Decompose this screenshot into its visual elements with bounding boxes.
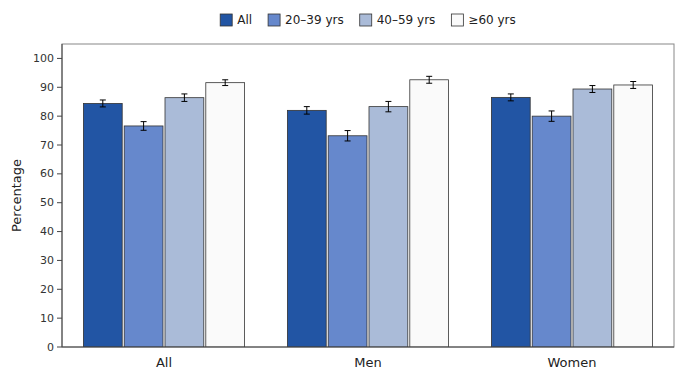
y-tick-label: 70 bbox=[40, 139, 54, 152]
legend: All 20–39 yrs 40–59 yrs ≥60 yrs bbox=[220, 13, 516, 27]
error-bar bbox=[426, 76, 432, 83]
x-tick-label: Women bbox=[548, 355, 597, 370]
bar bbox=[614, 85, 653, 347]
x-tick-label: Men bbox=[354, 355, 381, 370]
chart: 0 10 20 30 40 50 60 70 80 90 100 Percentage All Men Wo… bbox=[0, 0, 688, 383]
y-tick-label: 50 bbox=[40, 196, 54, 209]
error-bar bbox=[508, 94, 514, 101]
bars bbox=[83, 76, 652, 347]
y-tick bbox=[57, 202, 62, 203]
bar bbox=[206, 83, 245, 347]
y-tick-label: 80 bbox=[40, 110, 54, 123]
bar bbox=[328, 136, 367, 347]
y-tick bbox=[57, 318, 62, 319]
legend-item: ≥60 yrs bbox=[451, 13, 515, 27]
y-axis-label: Percentage bbox=[9, 159, 24, 232]
error-bar bbox=[141, 122, 147, 131]
error-bar bbox=[630, 82, 636, 89]
plot-frame bbox=[62, 44, 674, 347]
error-bar bbox=[589, 86, 595, 93]
bar bbox=[124, 126, 163, 347]
bar bbox=[83, 103, 122, 347]
y-tick bbox=[57, 173, 62, 174]
y-tick bbox=[57, 260, 62, 261]
y-axis-line bbox=[62, 44, 63, 347]
legend-label: ≥60 yrs bbox=[468, 13, 515, 27]
y-tick-label: 0 bbox=[47, 341, 54, 354]
y-tick bbox=[57, 347, 62, 348]
legend-label: 20–39 yrs bbox=[285, 13, 344, 27]
bar bbox=[573, 89, 612, 347]
legend-item: 20–39 yrs bbox=[268, 13, 344, 27]
legend-item: 40–59 yrs bbox=[360, 13, 436, 27]
y-tick-label: 100 bbox=[33, 52, 54, 65]
y-tick bbox=[57, 289, 62, 290]
error-bar bbox=[222, 80, 228, 86]
legend-label: 40–59 yrs bbox=[377, 13, 436, 27]
y-tick-label: 90 bbox=[40, 81, 54, 94]
bar bbox=[491, 97, 530, 347]
error-bar bbox=[304, 107, 310, 115]
y-tick bbox=[57, 58, 62, 59]
x-tick-label: All bbox=[156, 355, 172, 370]
y-tick-label: 30 bbox=[40, 254, 54, 267]
bar bbox=[369, 107, 408, 347]
legend-swatch bbox=[451, 14, 463, 26]
bar bbox=[165, 98, 204, 347]
error-bar bbox=[345, 131, 351, 141]
legend-swatch bbox=[268, 14, 280, 26]
legend-item: All bbox=[220, 13, 252, 27]
legend-label: All bbox=[237, 13, 252, 27]
error-bar bbox=[385, 101, 391, 111]
x-axis-line bbox=[62, 347, 674, 348]
y-tick-label: 60 bbox=[40, 167, 54, 180]
y-tick bbox=[57, 145, 62, 146]
bar bbox=[532, 116, 571, 347]
y-tick-label: 10 bbox=[40, 312, 54, 325]
y-tick bbox=[57, 231, 62, 232]
legend-swatch bbox=[220, 14, 232, 26]
legend-swatch bbox=[360, 14, 372, 26]
error-bar bbox=[549, 111, 555, 121]
y-tick-label: 40 bbox=[40, 225, 54, 238]
bar bbox=[410, 80, 449, 347]
bar bbox=[287, 110, 326, 347]
y-tick bbox=[57, 116, 62, 117]
y-tick bbox=[57, 87, 62, 88]
error-bar bbox=[100, 100, 106, 107]
error-bar bbox=[181, 94, 187, 102]
y-tick-label: 20 bbox=[40, 283, 54, 296]
